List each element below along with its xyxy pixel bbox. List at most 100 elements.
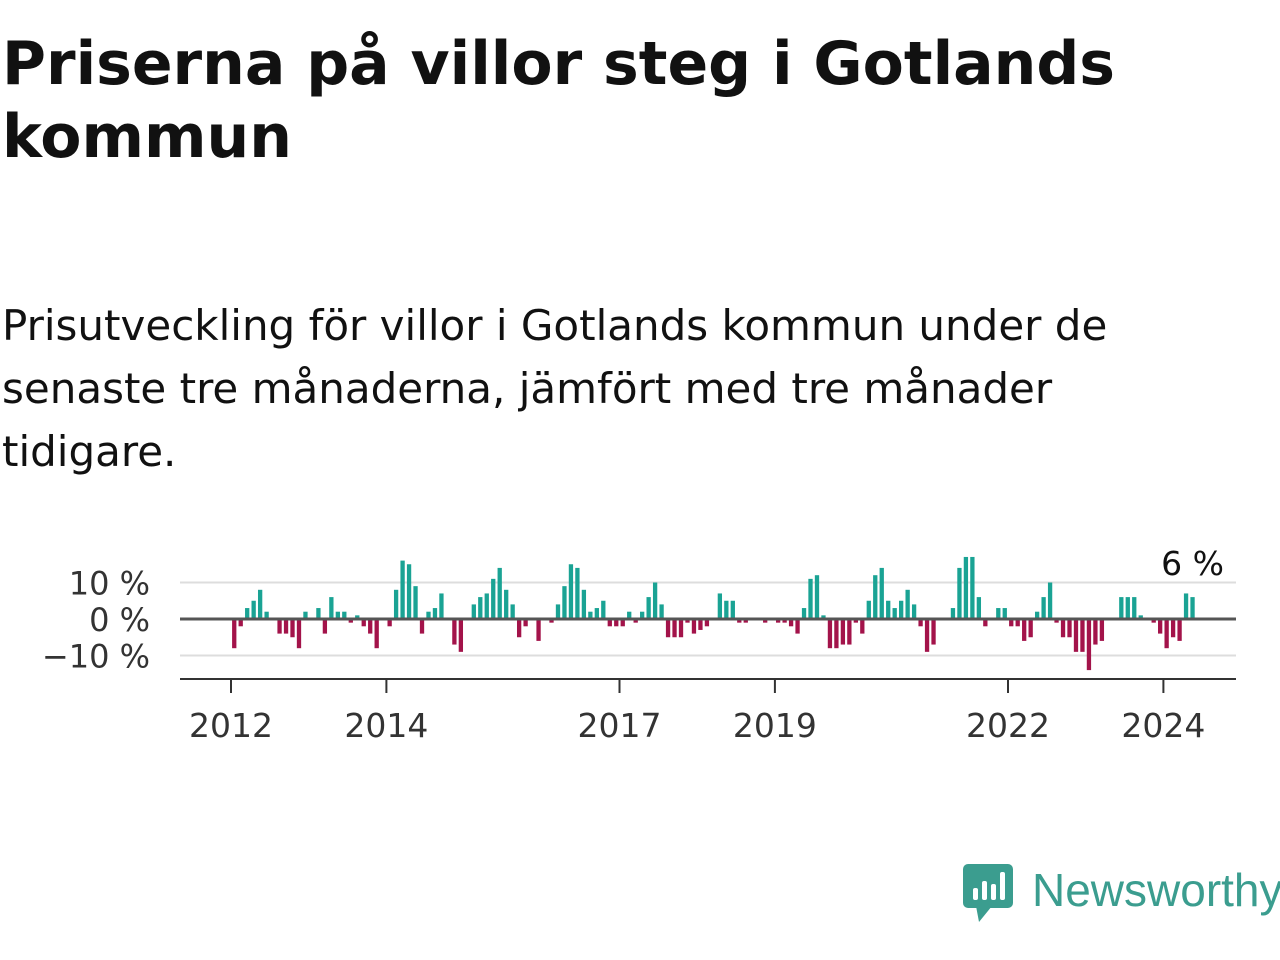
bar [536,619,541,641]
bar [355,615,360,619]
bar [491,578,496,619]
chart-subtitle: Prisutveckling för villor i Gotlands kom… [2,301,1108,476]
bar [782,619,787,623]
bar [1093,619,1098,645]
newsworthy-chart-bubble-icon [963,864,1013,922]
bar [594,608,599,619]
bar [497,567,502,619]
bar [678,619,684,638]
bar [821,615,826,619]
bar [555,604,561,619]
x-tick-label: 2012 [189,706,273,745]
bar [549,619,554,623]
bar [257,589,263,619]
x-tick-label: 2014 [344,706,428,745]
bar [640,611,645,619]
bar [1086,619,1092,671]
bar [1183,593,1189,619]
bar [788,619,794,627]
bar [426,611,431,619]
bar [737,619,742,623]
axes [180,617,1236,693]
bar [432,608,438,619]
bar [419,619,425,634]
bar [911,604,917,619]
bar [290,619,295,638]
bar [924,619,930,652]
bar [374,619,379,649]
bar [335,611,340,619]
bar [601,600,606,619]
bar [361,619,366,627]
bar [322,619,328,634]
bar [860,619,865,634]
bar [568,564,574,619]
bar [452,619,457,645]
bar [516,619,522,638]
bar [1119,597,1124,619]
bar [730,600,735,619]
bar [1138,615,1143,619]
bar [795,619,800,634]
bar [685,619,690,623]
bar [627,611,632,619]
y-tick-label: 0 % [89,601,150,639]
bar [387,619,392,627]
bar [368,619,373,634]
bar [633,619,638,623]
bar [892,608,897,619]
bar [1015,619,1020,627]
bar [484,593,489,619]
bar [264,611,269,619]
bar [1080,619,1085,652]
bar [691,619,697,634]
chart-area: 10 % 0 % −10 % 2012 2014 2017 2019 2022 2024 6 % [0,530,1280,760]
bar [886,600,891,619]
bar [1067,619,1072,638]
bar [348,619,353,623]
bar [1034,611,1040,619]
bar [1041,597,1046,619]
bar [873,575,878,619]
x-tick-label: 2019 [733,706,817,745]
bar [996,608,1001,619]
bar [413,586,418,619]
bar [471,604,476,619]
newsworthy-logo: Newsworthy [962,862,1280,926]
bar [1125,597,1130,619]
bar [808,578,813,619]
bar [834,619,839,649]
bar [801,608,807,619]
bar [659,604,664,619]
bar [899,600,904,619]
bar [581,589,587,619]
bar [510,604,515,619]
bar [329,597,334,619]
bar [866,600,871,619]
bar [827,619,833,649]
bar [1060,619,1066,638]
bar [970,556,975,619]
bar [400,560,405,619]
bar [724,600,729,619]
bar [743,619,748,623]
bar [1151,619,1156,623]
last-value-annotation: 6 % [1161,544,1224,583]
bar [277,619,282,634]
bar [283,619,289,634]
bar [1164,619,1169,649]
bar [439,593,444,619]
bar [775,619,781,623]
bar [646,597,651,619]
bar [652,582,658,619]
grid-lines [180,581,1236,657]
bar [931,619,936,645]
bar [478,597,483,619]
bar [316,608,321,619]
chart-title: Priserna på villor steg i Gotlands kommu… [2,29,1116,172]
bar [814,575,820,619]
bar [840,619,846,645]
bar [717,593,723,619]
bar [1047,582,1053,619]
bar [665,619,671,638]
